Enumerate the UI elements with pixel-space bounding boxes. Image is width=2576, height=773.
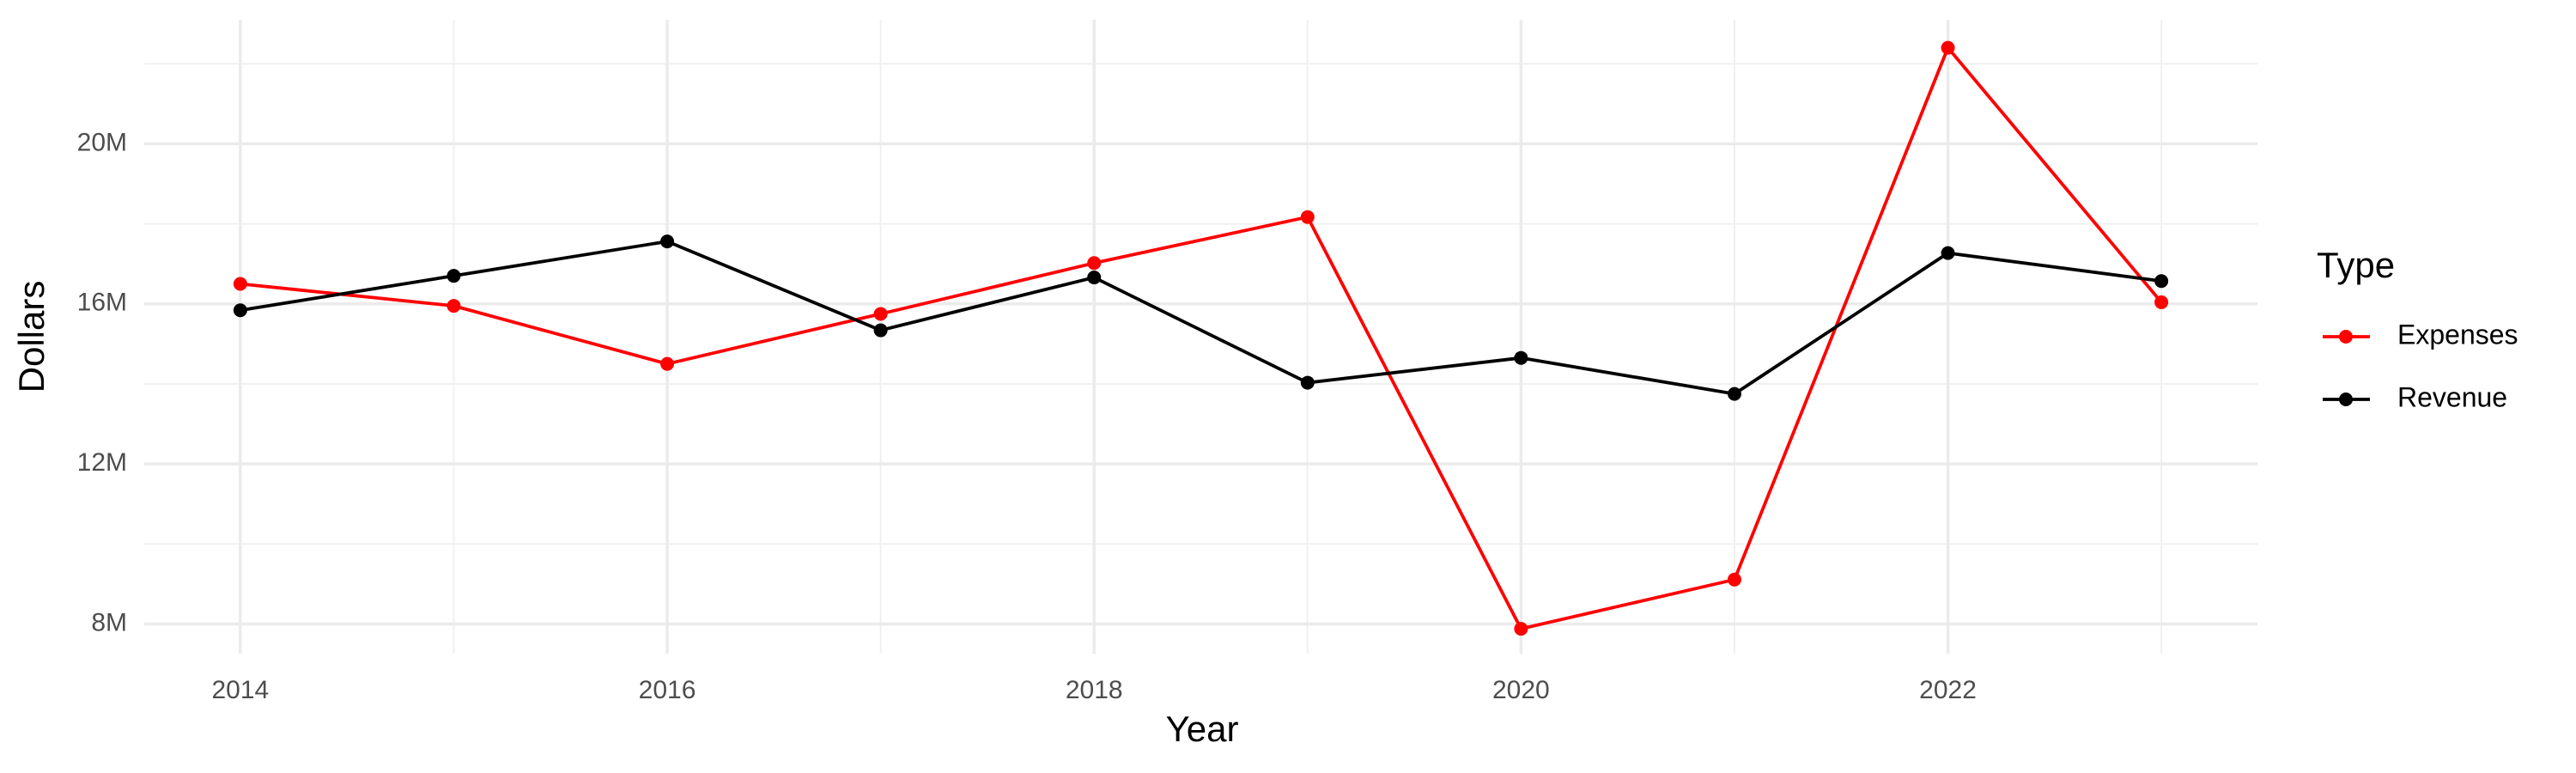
data-point [233, 303, 247, 318]
data-point [1941, 40, 1955, 55]
data-point [1087, 271, 1102, 285]
data-point [2154, 295, 2169, 309]
y-tick-label: 12M [77, 448, 127, 477]
data-point [873, 307, 888, 321]
data-point [447, 299, 461, 313]
y-tick-label: 20M [77, 128, 127, 156]
y-axis-title: Dollars [11, 281, 52, 393]
data-point [1727, 386, 1741, 401]
x-tick-label: 2014 [211, 676, 269, 704]
legend-title: Type [2317, 245, 2395, 285]
x-axis-title: Year [1166, 709, 1239, 749]
series-line [240, 46, 2163, 631]
legend-label: Revenue [2397, 381, 2507, 412]
data-point [873, 323, 888, 338]
data-point [1941, 246, 1955, 260]
series-line [240, 240, 2162, 396]
legend: Expenses Revenue [2323, 319, 2518, 412]
data-point [447, 269, 461, 283]
data-point [233, 277, 247, 291]
x-tick-label: 2016 [639, 676, 696, 704]
data-point [1514, 350, 1528, 365]
x-tick-label: 2022 [1919, 676, 1977, 704]
legend-label: Expenses [2397, 319, 2518, 350]
data-point [1087, 256, 1102, 271]
legend-point [2339, 393, 2353, 406]
y-tick-label: 16M [77, 289, 127, 317]
data-point [1300, 210, 1315, 224]
grid [144, 20, 2257, 654]
y-tick-label: 8M [91, 608, 127, 636]
data-point [2154, 274, 2169, 289]
data-point [1727, 572, 1741, 587]
data-point [1514, 622, 1528, 636]
data-point [660, 234, 675, 249]
x-tick-label: 2018 [1066, 676, 1123, 704]
legend-point [2339, 330, 2353, 344]
plot-area [233, 40, 2169, 636]
data-point [1300, 375, 1315, 390]
x-tick-label: 2020 [1492, 676, 1550, 704]
data-point [660, 356, 675, 371]
